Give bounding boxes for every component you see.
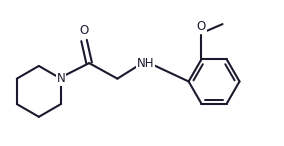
Text: NH: NH [137, 57, 154, 70]
Text: O: O [197, 20, 206, 33]
Text: N: N [57, 72, 65, 85]
Text: O: O [80, 24, 89, 37]
